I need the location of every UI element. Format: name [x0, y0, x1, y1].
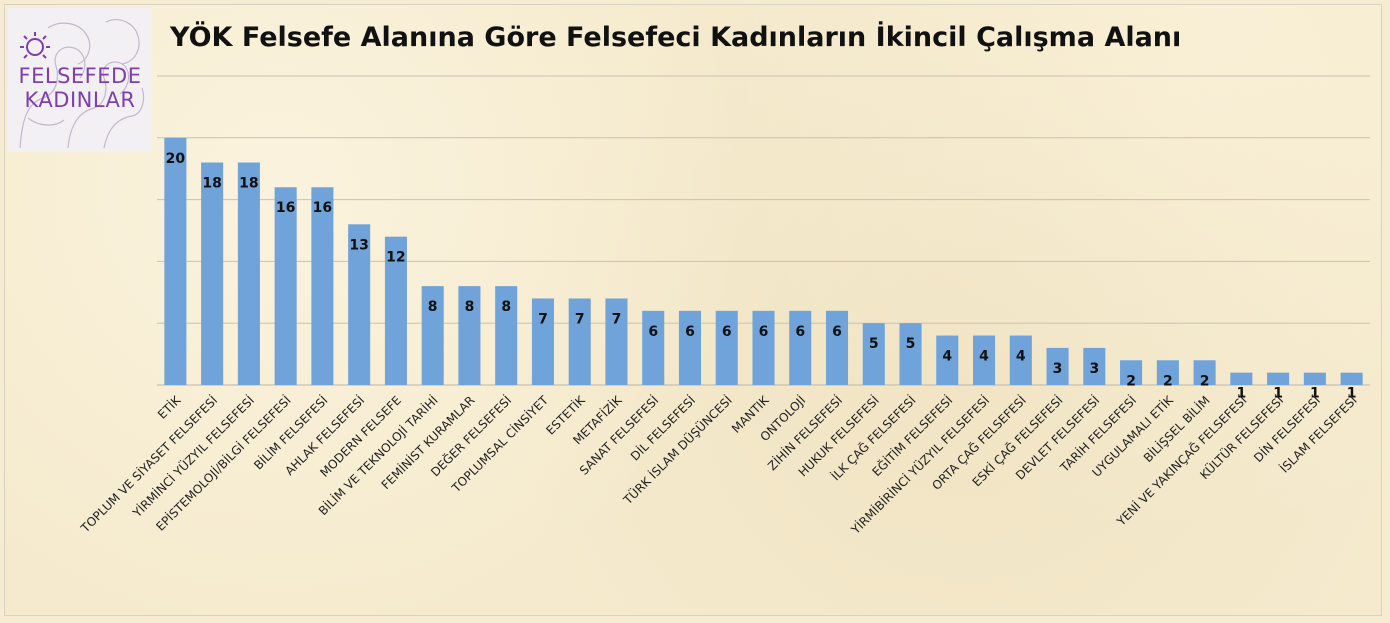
data-label: 6 — [795, 324, 805, 340]
bar — [715, 310, 738, 385]
category-label: ETİK — [154, 392, 184, 422]
bar — [1120, 360, 1143, 385]
bar — [1193, 360, 1216, 385]
category-label: EPİSTEMOLOJİ/BİLGİ FELSEFESİ — [153, 393, 294, 534]
data-label: 6 — [685, 324, 695, 340]
data-label: 16 — [276, 200, 295, 216]
data-label: 1 — [1273, 386, 1283, 402]
data-label: 6 — [759, 324, 769, 340]
bar — [1009, 335, 1032, 385]
data-label: 6 — [722, 324, 732, 340]
bar — [531, 298, 554, 385]
data-label: 8 — [465, 299, 475, 315]
chart-title: YÖK Felsefe Alanına Göre Felsefeci Kadın… — [170, 22, 1182, 53]
data-label: 3 — [1053, 361, 1063, 377]
data-label: 4 — [1016, 349, 1026, 365]
bar — [421, 286, 444, 385]
data-label: 13 — [349, 237, 368, 253]
data-label: 2 — [1200, 373, 1210, 389]
data-label: 2 — [1163, 373, 1173, 389]
data-label: 18 — [202, 176, 221, 192]
data-label: 4 — [942, 349, 952, 365]
data-label: 1 — [1347, 386, 1357, 402]
data-labels: 20 18 18 16 16 13 12 8 8 8 7 7 7 6 6 6 6 6 6 5 5 4 4 4 3 3 2 2 2 1 1 1 1 — [166, 151, 1357, 402]
data-label: 5 — [906, 336, 916, 352]
data-label: 12 — [386, 250, 405, 266]
data-label: 18 — [239, 176, 258, 192]
bar — [825, 310, 849, 385]
bar — [568, 298, 591, 385]
data-label: 8 — [428, 299, 438, 315]
data-label: 7 — [575, 311, 585, 327]
category-label: TOPLUM VE SİYASET FELSEFESİ — [77, 393, 220, 536]
bar — [201, 162, 224, 385]
bar — [384, 236, 407, 385]
data-label: 3 — [1089, 361, 1099, 377]
data-label: 8 — [501, 299, 511, 315]
bar — [237, 162, 260, 385]
data-label: 20 — [166, 151, 186, 167]
data-label: 5 — [869, 336, 879, 352]
data-label: 7 — [538, 311, 548, 327]
bar — [899, 323, 922, 385]
data-label: 1 — [1310, 386, 1320, 402]
data-label: 4 — [979, 349, 989, 365]
bar — [1340, 372, 1363, 385]
category-label: YENİ VE YAKINÇAĞ FELSEFESİ — [1113, 393, 1250, 530]
bar — [1046, 347, 1069, 385]
bar — [348, 224, 371, 385]
bar — [1303, 372, 1326, 385]
data-label: 2 — [1126, 373, 1136, 389]
data-label: 6 — [648, 324, 658, 340]
felsefede-kadinlar-logo: FELSEFEDE KADINLAR — [8, 8, 152, 152]
bar — [164, 137, 187, 385]
bar — [605, 298, 628, 385]
chart-frame — [4, 4, 1382, 616]
bar — [1156, 360, 1179, 385]
bar — [311, 187, 334, 385]
data-label: 7 — [612, 311, 622, 327]
data-label: 16 — [313, 200, 332, 216]
logo-text-line2: KADINLAR — [24, 88, 136, 112]
logo-artwork — [19, 19, 145, 149]
bars — [164, 137, 1363, 385]
bar — [1267, 372, 1290, 385]
bar — [789, 310, 812, 385]
bar — [973, 335, 996, 385]
bar — [752, 310, 775, 385]
bar — [1083, 347, 1106, 385]
category-label: DİL FELSEFESİ — [627, 393, 698, 464]
data-label: 6 — [832, 324, 842, 340]
data-label: 1 — [1236, 386, 1246, 402]
bar — [458, 286, 481, 385]
category-label: DİN FELSEFESİ — [1250, 393, 1323, 466]
bar — [1230, 372, 1253, 385]
category-label: BİLİŞSEL BİLİM — [1140, 393, 1213, 466]
bar — [678, 310, 702, 385]
bar — [862, 323, 885, 385]
bar — [936, 335, 959, 385]
logo-text-line1: FELSEFEDE — [18, 64, 142, 88]
bar — [274, 187, 297, 385]
bar — [495, 286, 518, 385]
bar — [642, 310, 665, 385]
